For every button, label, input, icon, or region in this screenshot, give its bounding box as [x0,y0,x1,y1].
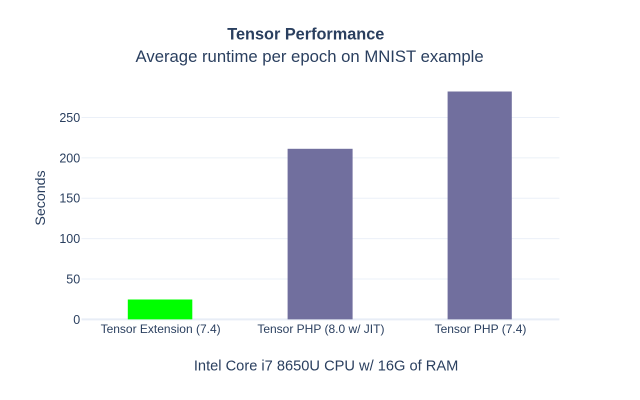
svg-text:150: 150 [59,192,80,206]
svg-text:Seconds: Seconds [33,170,49,225]
svg-text:Average runtime per epoch on M: Average runtime per epoch on MNIST examp… [136,47,484,66]
svg-text:Tensor Extension (7.4): Tensor Extension (7.4) [101,322,221,336]
svg-text:200: 200 [59,151,80,165]
svg-text:0: 0 [73,313,80,327]
svg-text:Tensor PHP (7.4): Tensor PHP (7.4) [435,322,527,336]
svg-text:Tensor Performance: Tensor Performance [227,26,384,44]
svg-text:250: 250 [59,111,80,125]
svg-text:100: 100 [59,232,80,246]
svg-text:Tensor PHP (8.0 w/ JIT): Tensor PHP (8.0 w/ JIT) [257,322,384,336]
svg-text:50: 50 [66,273,80,287]
svg-text:Intel Core i7 8650U CPU w/ 16G: Intel Core i7 8650U CPU w/ 16G of RAM [194,359,458,375]
